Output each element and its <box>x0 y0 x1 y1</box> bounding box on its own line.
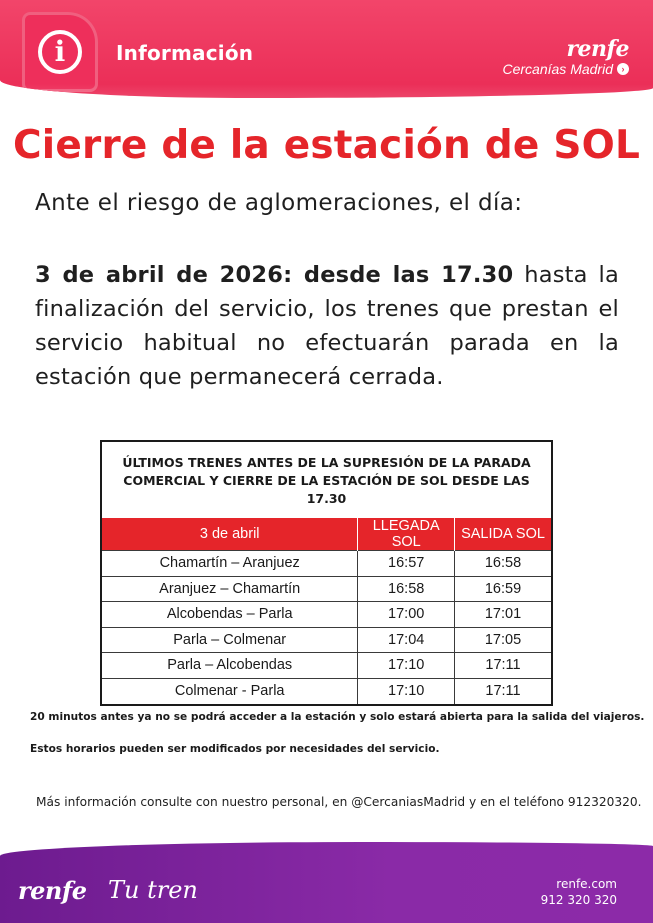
table-row: Colmenar - Parla 17:10 17:11 <box>102 677 551 704</box>
table-header-row: 3 de abril LLEGADA SOL SALIDA SOL <box>102 518 551 551</box>
table-row: Parla – Colmenar 17:04 17:05 <box>102 626 551 653</box>
departure-cell: 17:05 <box>454 626 551 653</box>
route-cell: Aranjuez – Chamartín <box>102 575 358 602</box>
arrival-cell: 16:58 <box>357 575 455 602</box>
arrival-cell: 16:57 <box>357 550 455 576</box>
footer-renfe-logo: renfe <box>18 876 87 905</box>
schedule-table: ÚLTIMOS TRENES ANTES DE LA SUPRESIÓN DE … <box>100 440 553 706</box>
more-info-text: Más información consulte con nuestro per… <box>36 795 642 809</box>
train-times-table: 3 de abril LLEGADA SOL SALIDA SOL Chamar… <box>102 518 551 704</box>
route-cell: Alcobendas – Parla <box>102 601 358 627</box>
schedule-change-note: Estos horarios pueden ser modificados po… <box>30 743 440 755</box>
arrival-cell: 17:00 <box>357 601 455 627</box>
route-cell: Chamartín – Aranjuez <box>102 550 358 576</box>
intro-text: Ante el riesgo de aglomeraciones, el día… <box>35 190 523 216</box>
arrow-right-circle-icon: › <box>617 63 629 75</box>
renfe-logo-text: renfe <box>566 36 629 62</box>
brand-subtitle: Cercanías Madrid › <box>502 60 629 78</box>
departure-cell: 17:11 <box>454 677 551 704</box>
access-note: 20 minutos antes ya no se podrá acceder … <box>30 711 645 723</box>
table-row: Chamartín – Aranjuez 16:57 16:58 <box>102 550 551 576</box>
schedule-heading-line2: COMERCIAL Y CIERRE DE LA ESTACIÓN DE SOL… <box>123 473 530 506</box>
table-row: Alcobendas – Parla 17:00 17:01 <box>102 601 551 627</box>
departure-cell: 16:58 <box>454 550 551 576</box>
closure-description: hasta la finalización del servicio, los … <box>35 262 619 390</box>
departure-cell: 17:11 <box>454 652 551 678</box>
footer-tagline: Tu tren <box>108 876 198 904</box>
column-header-arrival: LLEGADA SOL <box>357 518 455 551</box>
info-icon: i <box>38 30 82 74</box>
table-row: Aranjuez – Chamartín 16:58 16:59 <box>102 575 551 602</box>
route-cell: Parla – Colmenar <box>102 626 358 653</box>
header-banner: i Información renfe Cercanías Madrid › <box>0 0 653 98</box>
phone-number: 912 320 320 <box>540 893 617 907</box>
arrival-cell: 17:10 <box>357 652 455 678</box>
departure-cell: 16:59 <box>454 575 551 602</box>
brand-subtitle-label: Cercanías Madrid <box>502 61 614 77</box>
schedule-heading: ÚLTIMOS TRENES ANTES DE LA SUPRESIÓN DE … <box>102 442 551 518</box>
schedule-heading-line1: ÚLTIMOS TRENES ANTES DE LA SUPRESIÓN DE … <box>122 455 531 470</box>
footer-contact: renfe.com 912 320 320 <box>541 876 617 908</box>
footer-banner: renfe Tu tren renfe.com 912 320 320 <box>0 842 653 923</box>
website-link[interactable]: renfe.com <box>556 877 617 891</box>
route-cell: Colmenar - Parla <box>102 677 358 704</box>
arrival-cell: 17:10 <box>357 677 455 704</box>
departure-cell: 17:01 <box>454 601 551 627</box>
info-badge: i <box>22 12 98 92</box>
closure-details: 3 de abril de 2026: desde las 17.30 hast… <box>35 258 619 394</box>
closure-date: 3 de abril de 2026: desde las 17.30 <box>35 262 514 288</box>
page-title: Cierre de la estación de SOL <box>12 123 641 168</box>
header-title: Información <box>116 41 254 65</box>
arrival-cell: 17:04 <box>357 626 455 653</box>
column-header-departure: SALIDA SOL <box>454 518 551 551</box>
table-row: Parla – Alcobendas 17:10 17:11 <box>102 652 551 678</box>
brand-logo: renfe Cercanías Madrid › <box>503 38 630 78</box>
column-header-date: 3 de abril <box>102 518 358 551</box>
route-cell: Parla – Alcobendas <box>102 652 358 678</box>
